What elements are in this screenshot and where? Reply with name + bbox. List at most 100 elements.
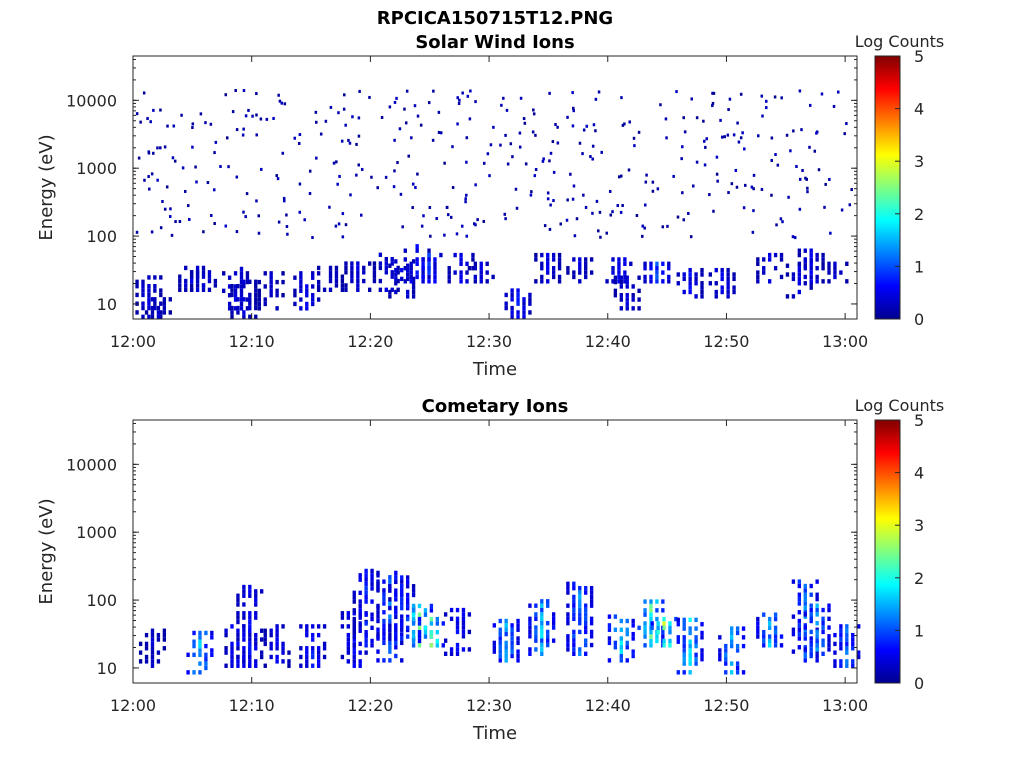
heatmap-cell [735, 626, 740, 631]
heatmap-cell [572, 274, 576, 280]
heatmap-cell [726, 276, 730, 282]
heatmap-cell [797, 248, 802, 253]
heatmap-cell [259, 650, 264, 655]
heatmap-cell [204, 630, 208, 636]
heatmap-cell [504, 217, 507, 221]
heatmap-cell [277, 220, 281, 224]
heatmap-cell [263, 637, 267, 642]
heatmap-cell [405, 263, 410, 268]
heatmap-cell [382, 631, 386, 637]
heatmap-cell [394, 632, 398, 637]
heatmap-cell [643, 261, 647, 267]
heatmap-cell [534, 625, 538, 630]
heatmap-cell [551, 270, 556, 275]
colorbar-tick-label: 4 [914, 464, 924, 483]
heatmap-cell [334, 278, 339, 284]
heatmap-cell [443, 638, 448, 643]
heatmap-cell [714, 267, 718, 273]
heatmap-cell [152, 151, 155, 155]
heatmap-cell [616, 204, 620, 208]
heatmap-cell [411, 616, 416, 622]
heatmap-cell [540, 607, 544, 613]
heatmap-cell [394, 627, 398, 633]
heatmap-cell [797, 631, 802, 637]
heatmap-cell [611, 210, 614, 214]
heatmap-cell [257, 293, 261, 298]
heatmap-cell [297, 141, 301, 145]
heatmap-cell [376, 570, 380, 576]
heatmap-cell [756, 270, 760, 275]
heatmap-cell [845, 650, 849, 655]
heatmap-cell [433, 266, 437, 271]
heatmap-cell [540, 616, 544, 621]
heatmap-cell [378, 252, 383, 257]
heatmap-cell [832, 104, 836, 108]
heatmap-cell [447, 270, 451, 275]
heatmap-cell [303, 218, 306, 222]
heatmap-cell [355, 173, 358, 177]
heatmap-cell [443, 233, 446, 237]
heatmap-cell [254, 292, 258, 298]
y-tick-label: 10 [97, 295, 117, 314]
heatmap-cell [299, 663, 303, 668]
heatmap-cell [202, 230, 205, 234]
heatmap-cell [589, 599, 594, 604]
heatmap-cell [845, 641, 849, 647]
heatmap-cell [516, 301, 520, 306]
heatmap-cell [376, 579, 380, 584]
heatmap-cell [806, 186, 809, 190]
heatmap-cell [380, 115, 384, 119]
heatmap-cell [781, 220, 784, 224]
heatmap-cell [358, 89, 361, 93]
y-tick-label: 10000 [66, 455, 117, 474]
heatmap-cell [694, 661, 698, 666]
figure-title: RPCICA150715T12.PNG [377, 8, 613, 29]
heatmap-cell [150, 641, 155, 647]
heatmap-cell [857, 650, 861, 655]
heatmap-cell [396, 161, 399, 165]
heatmap-cell [498, 640, 502, 646]
heatmap-cell [455, 616, 460, 621]
heatmap-cell [676, 639, 680, 644]
heatmap-cell [166, 124, 169, 128]
heatmap-cell [201, 283, 206, 288]
x-tick-label: 13:00 [822, 696, 868, 715]
heatmap-cell [625, 297, 629, 302]
heatmap-cell [235, 128, 239, 132]
heatmap-cell [540, 638, 544, 643]
heatmap-cell [661, 225, 665, 229]
heatmap-cell [492, 649, 496, 654]
heatmap-cell [625, 640, 629, 646]
y-tick-label: 1000 [76, 523, 117, 542]
heatmap-cell [322, 624, 327, 629]
heatmap-cell [213, 222, 216, 226]
heatmap-cell [845, 632, 849, 638]
heatmap-cell [394, 636, 398, 641]
heatmap-cell [566, 642, 570, 648]
heatmap-cell [546, 620, 550, 626]
heatmap-cell [206, 181, 210, 185]
heatmap-cell [510, 631, 514, 637]
heatmap-cell [150, 663, 155, 668]
heatmap-cell [540, 625, 544, 630]
heatmap-cell [510, 305, 514, 311]
heatmap-cell [364, 568, 368, 574]
heatmap-cell [770, 136, 774, 140]
heatmap-cell [523, 121, 527, 125]
heatmap-cell [281, 659, 285, 664]
heatmap-cell [257, 288, 261, 294]
heatmap-cell [242, 650, 246, 655]
heatmap-cell [159, 310, 163, 315]
heatmap-cell [779, 252, 784, 258]
heatmap-cell [637, 288, 641, 294]
heatmap-cell [649, 630, 653, 635]
heatmap-cell [631, 284, 635, 289]
heatmap-cell [227, 284, 232, 289]
heatmap-cell [315, 156, 318, 160]
heatmap-cell [504, 627, 508, 632]
heatmap-cell [803, 248, 807, 253]
heatmap-cell [311, 236, 314, 240]
heatmap-cell [242, 663, 246, 668]
heatmap-cell [263, 297, 267, 302]
heatmap-cell [703, 139, 706, 143]
